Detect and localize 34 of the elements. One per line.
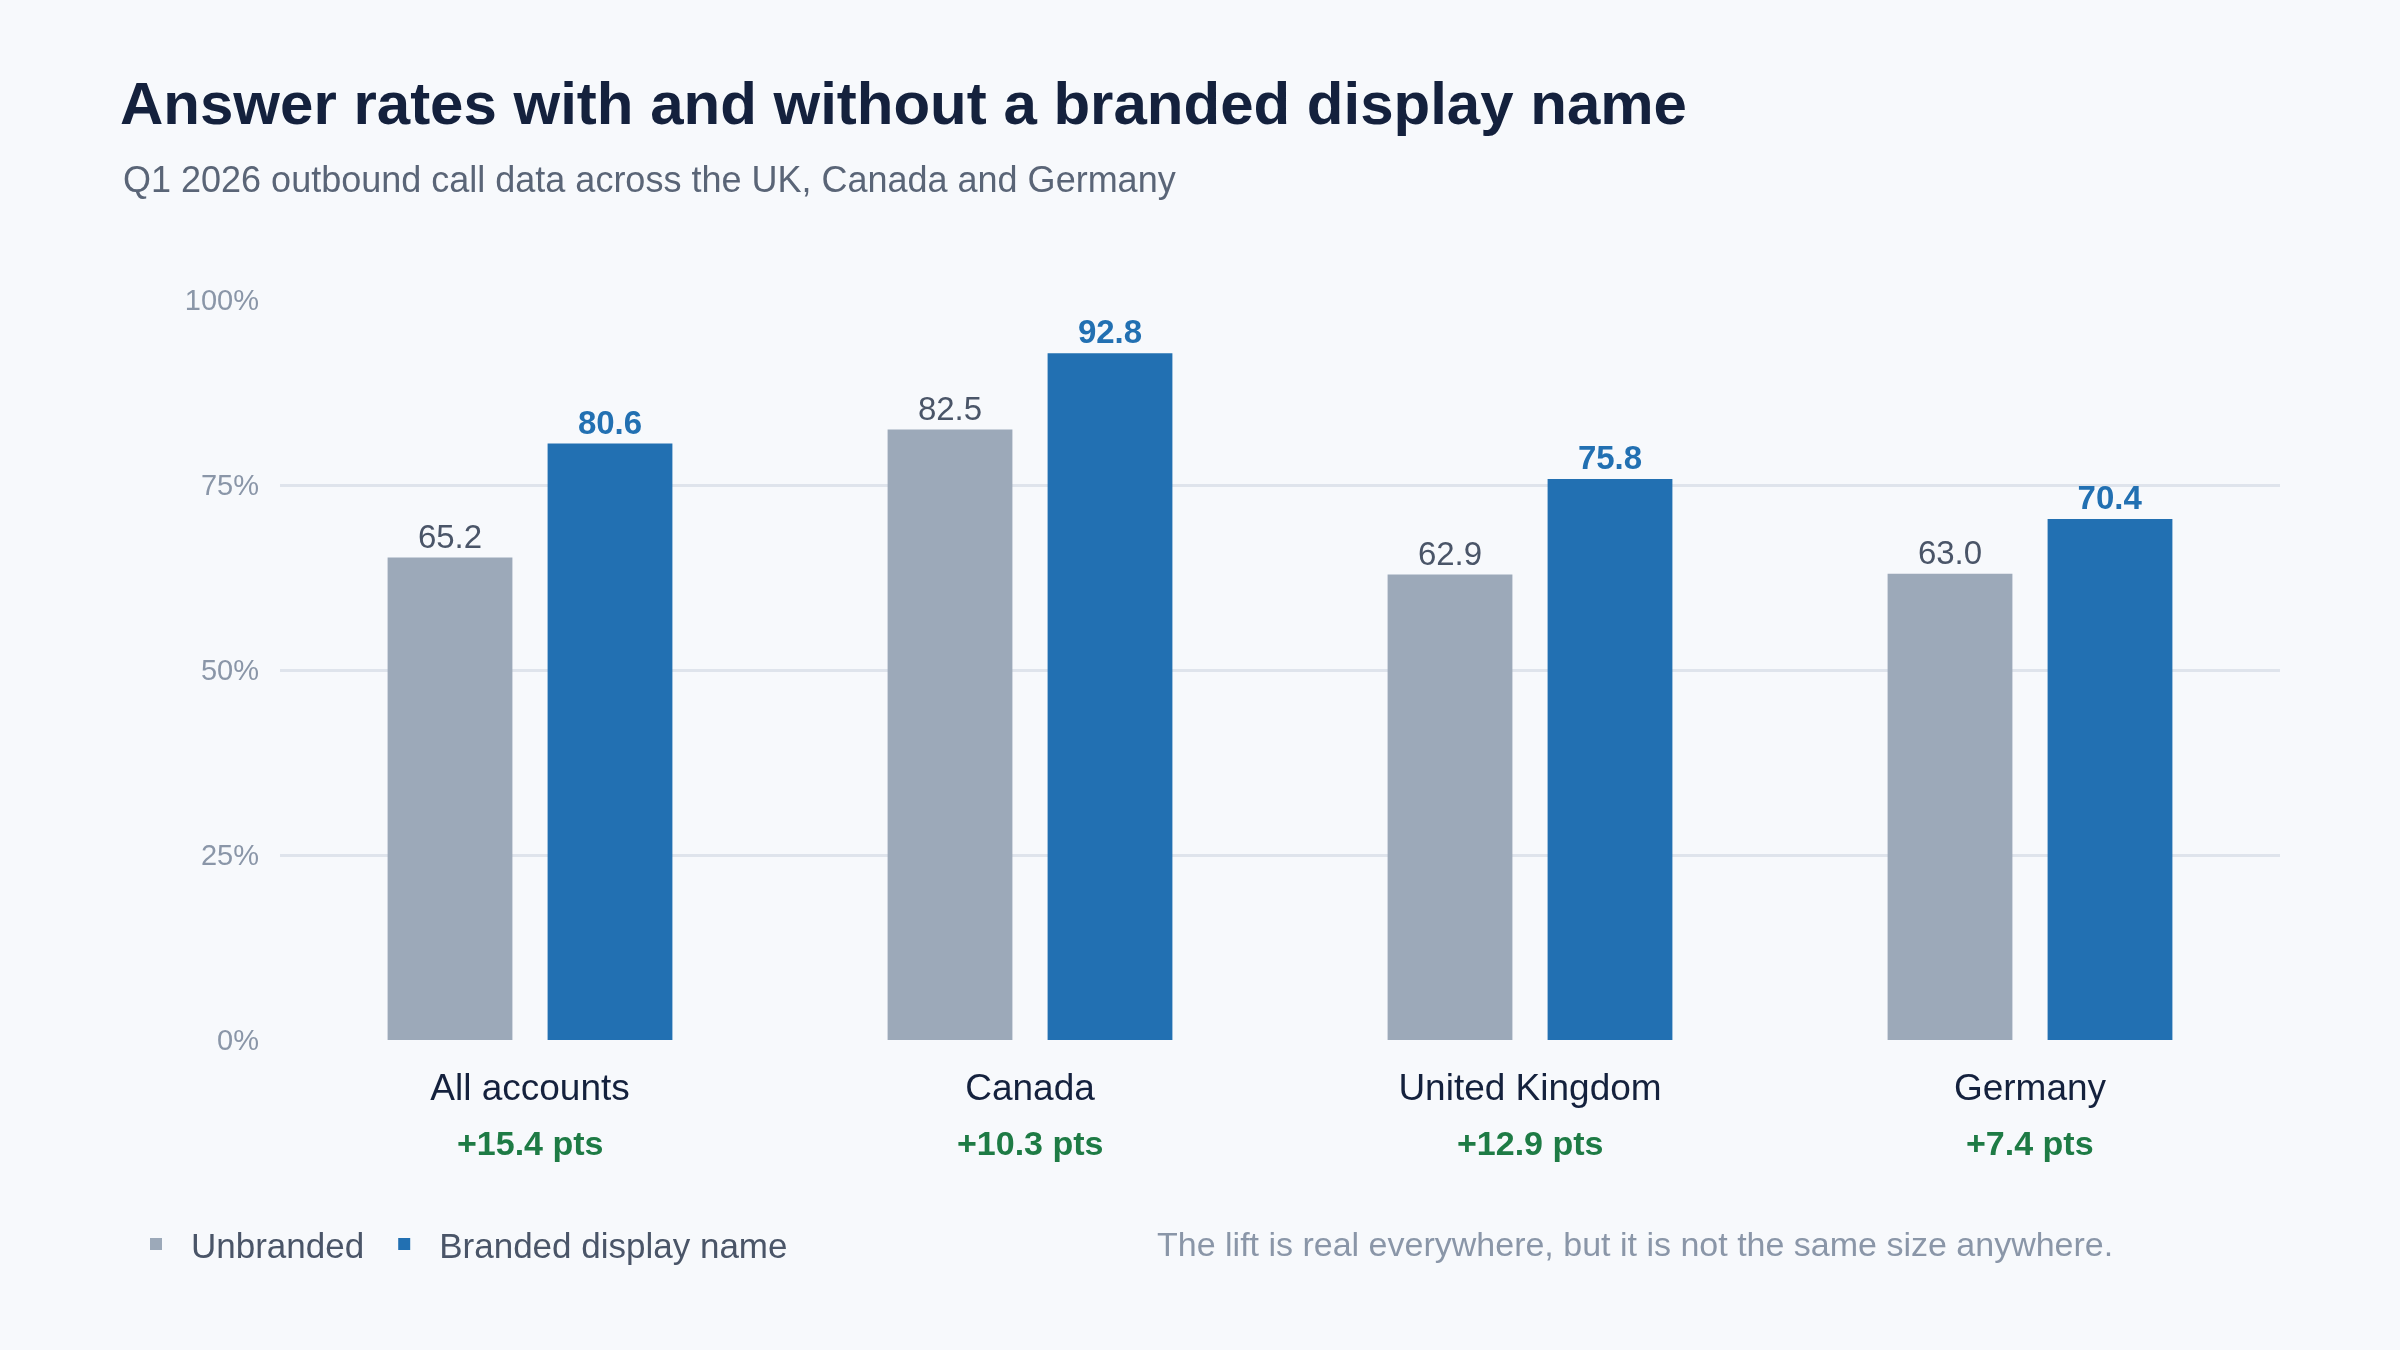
chart-subtitle: Q1 2026 outbound call data across the UK, Canada and Germany: [123, 159, 1176, 200]
text: +10.3 pts: [957, 1124, 1104, 1162]
y-tick-label: 25%: [200, 839, 259, 872]
x-tick-label: United Kingdom: [1398, 1067, 1662, 1108]
data-label: 92.8: [1077, 313, 1143, 351]
y-tick-label: 50%: [200, 654, 259, 687]
data-label: 75.8: [1577, 439, 1643, 477]
chart-title: Answer rates with and without a branded display name: [120, 69, 1687, 137]
bar: [1887, 573, 2013, 1040]
bar: [1547, 479, 1673, 1040]
y-tick-label: 0%: [217, 1024, 259, 1057]
text: The lift is real everywhere, but it is not the same size anywhere.: [1157, 1225, 2114, 1263]
x-tick-label: All accounts: [430, 1067, 630, 1108]
data-label: 65.2: [417, 517, 483, 555]
text: +15.4 pts: [457, 1124, 604, 1162]
bar: [547, 443, 673, 1040]
legend-label: Branded display name: [439, 1225, 788, 1265]
bar: [387, 557, 513, 1040]
data-label: 62.9: [1417, 534, 1483, 572]
data-label: 80.6: [577, 403, 643, 441]
data-label: 63.0: [1917, 533, 1983, 571]
data-label: 70.4: [2077, 479, 2143, 517]
x-tick-label: Germany: [1953, 1067, 2107, 1108]
bar: [1047, 353, 1173, 1040]
bar: [1387, 574, 1513, 1040]
data-label: 82.5: [917, 389, 983, 427]
text: +12.9 pts: [1457, 1124, 1604, 1162]
bar: [887, 429, 1013, 1040]
text: +7.4 pts: [1966, 1124, 2094, 1162]
y-tick-label: 100%: [184, 284, 259, 317]
legend-label: Unbranded: [191, 1225, 365, 1265]
x-tick-label: Canada: [965, 1067, 1096, 1108]
y-tick-label: 75%: [200, 469, 259, 502]
bar: [2047, 519, 2173, 1040]
